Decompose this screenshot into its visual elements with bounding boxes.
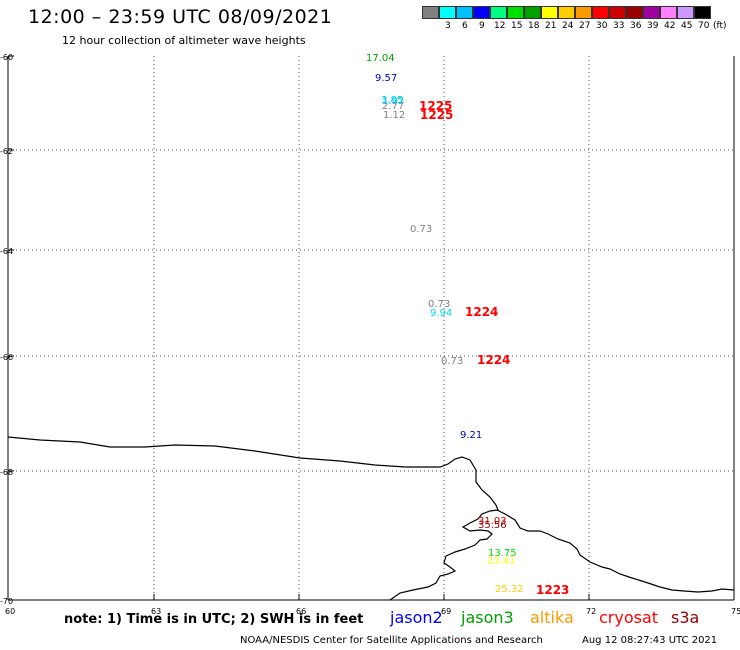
legend-tick-label: 6	[462, 21, 468, 31]
color-legend-labels: 3 6 9 12 15 18 21 24 27 30 33 36 39 42 45 70 (ft)	[422, 21, 740, 33]
satellite-label-cryosat: cryosat	[599, 608, 659, 627]
swh-value: 0.73	[441, 356, 463, 367]
swh-value: 0.73	[410, 224, 432, 235]
legend-swatch	[626, 6, 643, 19]
lat-label: -66	[0, 353, 13, 362]
units-note: note: 1) Time is in UTC; 2) SWH is in fe…	[64, 612, 364, 627]
legend-swatch	[609, 6, 626, 19]
swh-value: 2.77	[382, 101, 404, 112]
coastline	[7, 436, 499, 601]
legend-swatch	[507, 6, 524, 19]
swh-value: 9.94	[430, 308, 452, 319]
satellite-label-altika: altika	[530, 608, 574, 627]
lon-label: 69	[441, 607, 451, 616]
swh-value: 0.73	[428, 299, 450, 310]
lon-label: 75	[731, 607, 740, 616]
legend-tick-label: 36	[630, 21, 642, 31]
coastline	[496, 509, 735, 593]
legend-tick-label: 12	[494, 21, 506, 31]
legend-swatch	[473, 6, 490, 19]
swh-value: 35.56	[478, 520, 507, 531]
legend-tick-label: 3	[445, 21, 451, 31]
footer-credit: NOAA/NESDIS Center for Satellite Applica…	[240, 635, 543, 646]
swh-value: 9.21	[460, 430, 482, 441]
swh-value: 13.75	[488, 548, 517, 559]
swh-value: 9.57	[375, 73, 397, 84]
legend-swatch	[558, 6, 575, 19]
legend-unit-label: (ft)	[713, 21, 727, 31]
swh-value: 23.41	[487, 556, 516, 567]
legend-swatch	[660, 6, 677, 19]
legend-tick-label: 39	[647, 21, 659, 31]
legend-swatch	[541, 6, 558, 19]
lat-label: -68	[0, 468, 13, 477]
lon-label: 66	[296, 607, 306, 616]
legend-tick-label: 24	[562, 21, 574, 31]
swh-value: 3.85	[381, 95, 403, 106]
lat-label: -62	[0, 147, 13, 156]
legend-swatch	[643, 6, 660, 19]
longitude-labels: 60 63 66 69 72 75	[5, 607, 740, 616]
latitude-labels: -60 -62 -64 -66 -68 -70	[0, 53, 13, 606]
satellite-label-s3a: s3a	[671, 608, 700, 627]
time-label: 1224	[477, 353, 510, 367]
observation-labels: 17.049.573.852.771.921.120.730.739.940.7…	[366, 53, 524, 595]
legend-tick-label: 9	[479, 21, 485, 31]
time-label: 1223	[536, 583, 569, 597]
legend-swatch	[422, 6, 439, 19]
legend-swatch	[456, 6, 473, 19]
legend-tick-label: 42	[664, 21, 676, 31]
grid-lines	[8, 56, 734, 600]
legend-tick-label: 45	[681, 21, 693, 31]
satellite-label-jason3: jason3	[461, 608, 514, 627]
legend-tick-label: 70	[698, 21, 710, 31]
swh-value: 31.03	[478, 516, 507, 527]
legend-tick-label: 30	[596, 21, 608, 31]
lat-label: -70	[0, 597, 13, 606]
legend-swatch	[490, 6, 507, 19]
legend-tick-label: 33	[613, 21, 625, 31]
map-frame	[7, 55, 735, 601]
legend-tick-label: 15	[511, 21, 523, 31]
footer-timestamp: Aug 12 08:27:43 UTC 2021	[582, 635, 718, 646]
page-subtitle: 12 hour collection of altimeter wave hei…	[62, 34, 306, 47]
legend-swatch	[592, 6, 609, 19]
time-label: 1225	[419, 99, 452, 113]
legend-swatch	[575, 6, 592, 19]
color-legend	[422, 6, 711, 19]
legend-swatch	[439, 6, 456, 19]
legend-swatch	[694, 6, 711, 19]
time-label: 1224	[465, 305, 498, 319]
legend-tick-label: 18	[528, 21, 540, 31]
swh-value: 1.12	[383, 110, 405, 121]
lon-label: 60	[5, 607, 15, 616]
legend-swatch	[677, 6, 694, 19]
page-title: 12:00 – 23:59 UTC 08/09/2021	[28, 6, 333, 28]
lat-label: -60	[0, 53, 13, 62]
swh-value: 25.32	[495, 584, 524, 595]
time-label: 1225	[420, 108, 453, 122]
legend-tick-label: 27	[579, 21, 591, 31]
legend-swatch	[524, 6, 541, 19]
satellite-label-jason2: jason2	[390, 608, 443, 627]
legend-tick-label: 21	[545, 21, 557, 31]
swh-value: 17.04	[366, 53, 395, 64]
lat-label: -64	[0, 247, 13, 256]
lon-label: 72	[586, 607, 596, 616]
lon-label: 63	[151, 607, 161, 616]
swh-value: 1.92	[382, 96, 404, 107]
